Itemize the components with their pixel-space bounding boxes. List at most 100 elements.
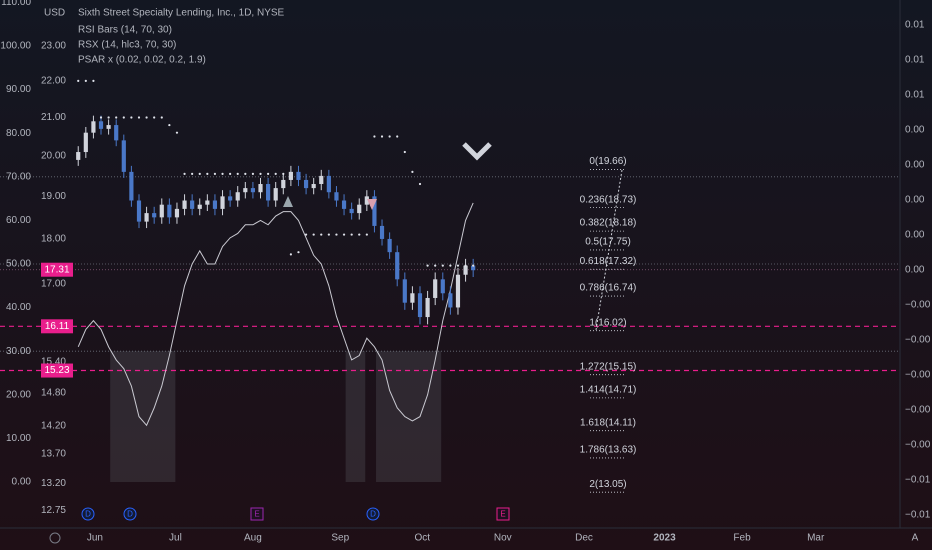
candle-body	[463, 265, 468, 275]
psar-dot	[77, 79, 80, 82]
y2-tick-label: −0.00	[905, 300, 931, 311]
oversold-zone	[345, 351, 366, 483]
price-tick-label: 17.00	[41, 279, 66, 290]
price-badge-label: 15.23	[44, 365, 69, 376]
rsi-tick-label: 100.00	[0, 41, 31, 52]
psar-dot	[403, 150, 406, 154]
candle-body	[410, 293, 415, 303]
candle-body	[121, 140, 126, 172]
psar-dot	[267, 172, 270, 175]
rsi-tick-label: 50.00	[6, 259, 31, 270]
x-tick-label: 2023	[653, 533, 676, 544]
psar-dot	[464, 264, 467, 267]
psar-dot	[388, 135, 391, 138]
candle-body	[303, 179, 309, 189]
psar-dot	[229, 172, 232, 175]
psar-dot	[99, 116, 103, 119]
fib-level-label: 0.382(18.18)	[580, 218, 637, 229]
y2-tick-label: 0.01	[905, 90, 925, 101]
rsi-tick-label: 80.00	[6, 128, 31, 139]
earnings-marker	[496, 507, 510, 521]
psar-buy-signal	[283, 196, 293, 207]
candle-body	[417, 293, 423, 318]
psar-dot	[198, 172, 201, 175]
y2-tick-label: 0.01	[905, 20, 925, 31]
psar-dot	[426, 264, 429, 267]
y2-tick-label: −0.00	[905, 405, 931, 416]
psar-dot	[441, 264, 444, 267]
candle-body	[167, 204, 172, 218]
rsi-tick-label: 10.00	[6, 433, 31, 444]
psar-dot	[183, 172, 186, 175]
y2-tick-label: −0.01	[905, 510, 931, 521]
candle-body	[372, 196, 377, 226]
candle-body	[273, 188, 278, 201]
y2-tick-label: 0.00	[905, 230, 925, 241]
rsx-line	[77, 202, 474, 427]
candle-body	[266, 184, 271, 201]
price-tick-label: 12.75	[41, 505, 66, 516]
indicator-label: RSX (14, hlc3, 70, 30)	[78, 40, 176, 51]
candle-body	[387, 238, 392, 253]
x-tick-label: Aug	[244, 533, 262, 544]
fib-level-label: 0.5(17.75)	[585, 237, 631, 248]
psar-dot	[335, 233, 338, 236]
psar-dot	[472, 264, 475, 267]
fib-level-label: 0.786(16.74)	[580, 283, 637, 294]
dividend-marker	[123, 507, 137, 521]
candle-body	[136, 200, 142, 222]
psar-dot	[320, 233, 323, 236]
candle-body	[205, 200, 210, 205]
psar-dot	[191, 172, 194, 175]
candle-body	[395, 252, 400, 280]
psar-dot	[244, 172, 247, 175]
fib-level-label: 1.786(13.63)	[580, 445, 637, 456]
psar-dot	[434, 264, 437, 267]
background-layer	[0, 169, 900, 493]
scale-mode-button[interactable]: A	[912, 533, 919, 544]
y2-tick-label: −0.00	[905, 370, 931, 381]
fib-level-label: 0.618(17.32)	[580, 256, 637, 267]
psar-dot	[130, 116, 133, 119]
candle-body	[281, 179, 286, 189]
psar-dot	[396, 135, 399, 138]
candle-body	[182, 200, 187, 209]
y2-tick-label: 0.01	[905, 55, 925, 66]
price-badge	[41, 363, 73, 378]
rsi-tick-label: 30.00	[6, 346, 31, 357]
candle-body	[258, 184, 263, 193]
candle-body	[379, 225, 385, 239]
psar-dot	[92, 79, 95, 82]
psar-dot	[456, 264, 460, 267]
rsi-tick-label: 20.00	[6, 389, 31, 400]
candle-body	[349, 208, 354, 214]
event-label: D	[370, 510, 376, 519]
candle-body	[197, 204, 202, 209]
candle-body	[98, 121, 104, 129]
settings-icon[interactable]	[49, 532, 61, 544]
y2-tick-label: 0.00	[905, 125, 925, 136]
x-tick-label: Dec	[575, 533, 593, 544]
candle-body	[425, 297, 430, 318]
psar-dot	[289, 253, 292, 256]
fib-level-label: 2(13.05)	[589, 479, 626, 490]
price-badge	[41, 262, 73, 277]
y2-tick-label: −0.01	[905, 475, 931, 486]
psar-dot	[327, 233, 330, 236]
y2-tick-label: 0.00	[905, 195, 925, 206]
rsi-tick-label: 90.00	[6, 84, 31, 95]
price-tick-label: 13.20	[41, 478, 66, 489]
candle-body	[311, 184, 316, 189]
currency-label: USD	[44, 8, 65, 19]
candle-body	[129, 171, 134, 201]
psar-dot	[342, 233, 346, 236]
psar-dot	[418, 182, 422, 186]
price-tick-label: 14.20	[41, 420, 66, 431]
candle-body	[334, 192, 339, 201]
y2-tick-label: 0.00	[905, 160, 925, 171]
event-label: E	[500, 510, 505, 519]
psar-dot	[365, 233, 368, 236]
earnings-marker	[250, 507, 264, 521]
candle-body	[319, 175, 324, 185]
